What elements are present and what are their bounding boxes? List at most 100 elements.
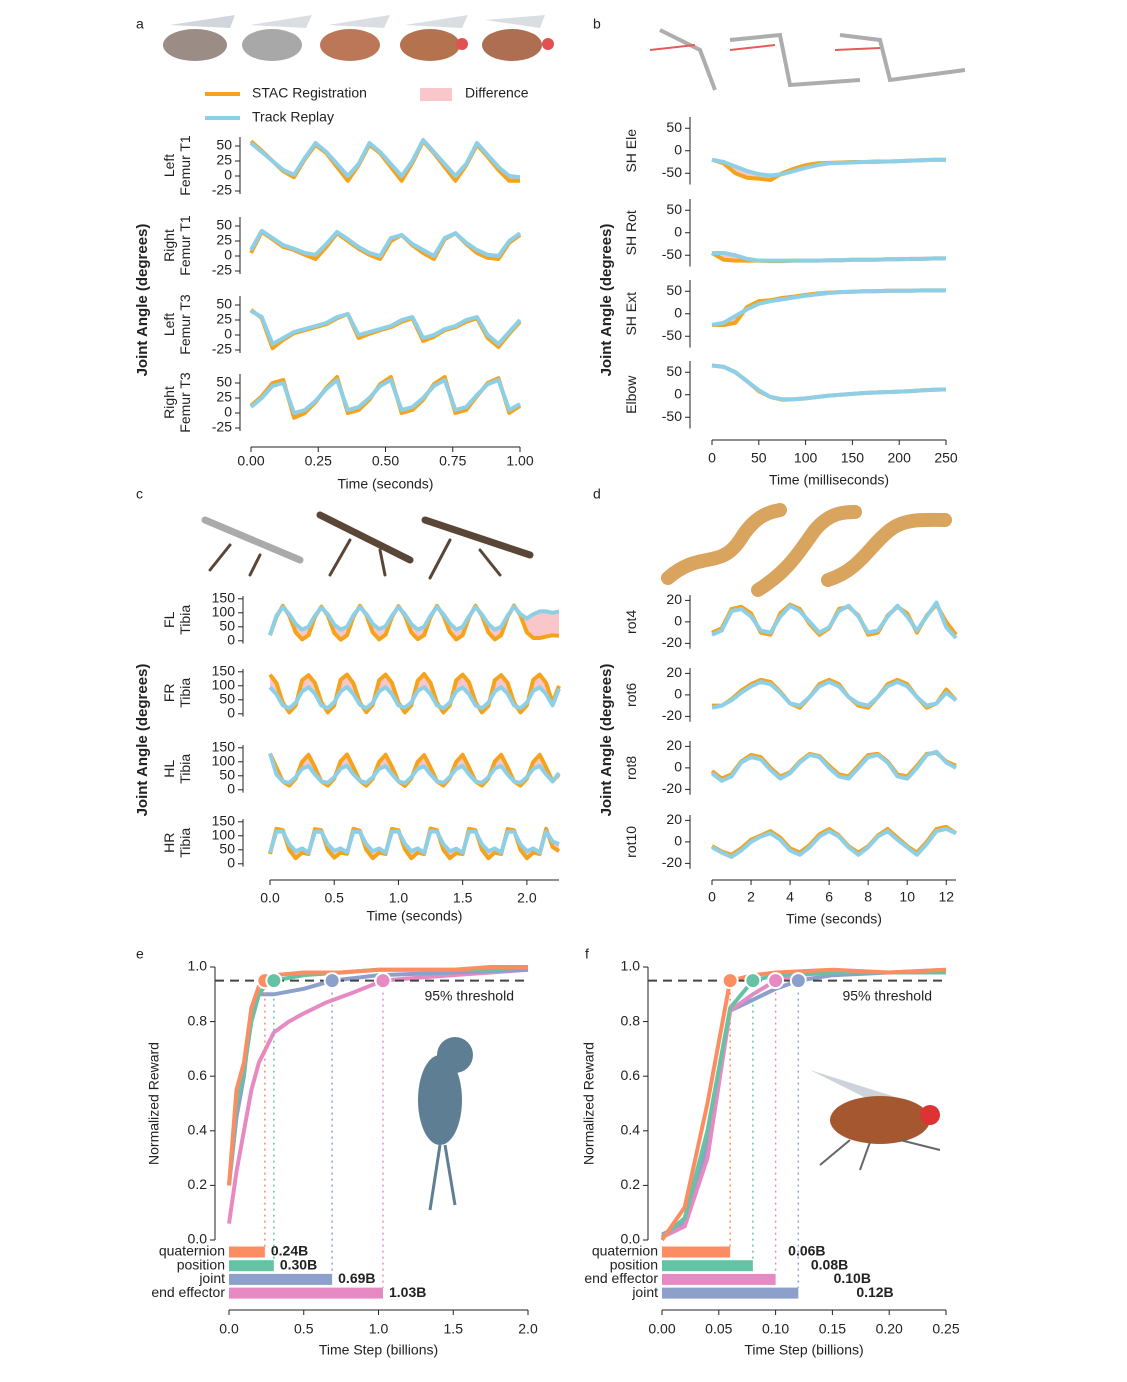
subplot-label-line: Femur T3 [177,294,193,355]
y-tick-label: 50 [666,363,682,379]
subplot-label-line: Left [161,313,177,336]
series-line [249,228,522,258]
series-line [711,157,946,178]
x-tick-label: 10 [899,889,915,905]
series-line [711,826,957,859]
subplot-label-line: Left [161,154,177,177]
y-tick-label: 150 [212,663,236,679]
y-tick-label: 0 [674,833,682,849]
y-tick-label: 20 [666,737,682,753]
x-tick-label: 0.5 [294,1321,314,1337]
x-tick-label: 0.25 [932,1321,959,1337]
x-tick-label: 2.0 [518,1321,538,1337]
y-tick-label: 50 [216,137,232,153]
bar-value-label: 0.24B [271,1243,308,1259]
reward-line [227,965,528,1186]
series-line [268,604,560,636]
y-tick-label: 0 [227,632,235,648]
threshold-crossing-dot [789,972,807,990]
fly-renders [163,15,554,61]
y-tick-label: 50 [666,119,682,135]
step-bar [229,1260,274,1272]
bar-value-label: 0.30B [280,1256,317,1272]
difference-area [270,605,559,640]
x-tick-label: 1.5 [453,890,473,906]
reward-line [227,967,529,1224]
y-tick-label: 0.8 [188,1012,208,1028]
fly-render [810,1070,941,1171]
y-tick-label: -25 [212,262,232,278]
series-line [711,288,946,327]
y-tick-label: -50 [662,246,682,262]
x-tick-label: 200 [888,450,912,466]
x-tick-label: 0.05 [705,1321,732,1337]
x-tick-label: 8 [864,889,872,905]
threshold-crossing-dot [374,972,392,990]
subplot-label-line: FR [161,683,177,702]
subplot-label: FLTibia [161,605,193,635]
panel-label: e [136,946,144,962]
series-line [268,829,560,855]
y-axis-label: Joint Angle (degrees) [598,664,615,817]
bar-value-label: 1.03B [389,1284,426,1300]
y-tick-label: 0 [674,385,682,401]
x-tick-label: 0 [708,889,716,905]
y-tick-label: 0 [227,855,235,871]
subplot-label: Elbow [623,375,639,414]
y-tick-label: 150 [212,590,236,606]
threshold-crossing-dot [721,972,739,990]
arm-renders [649,28,966,91]
y-tick-label: 0.2 [621,1176,641,1192]
bar-name: joint [198,1270,225,1286]
x-axis-label: Time (seconds) [367,908,463,924]
subplot-label: rot6 [623,683,639,707]
series-line [249,138,521,180]
bar-value-label: 0.12B [856,1284,893,1300]
y-axis-label: Normalized Reward [581,1042,597,1165]
x-axis-label: Time (seconds) [786,911,882,927]
panel-label: d [593,486,601,502]
y-tick-label: 150 [212,813,236,829]
step-bar [662,1273,776,1285]
y-tick-label: -50 [662,164,682,180]
subplot-label-line: Elbow [623,375,639,414]
x-tick-label: 0.5 [324,890,344,906]
step-bar [662,1287,799,1299]
panel-label: b [593,16,601,32]
subplot-label-line: HR [161,833,177,853]
step-bar [229,1287,383,1299]
step-bar [662,1260,753,1272]
y-tick-label: 50 [216,217,232,233]
x-tick-label: 1.5 [444,1321,464,1337]
y-tick-label: 50 [219,767,235,783]
x-tick-label: 1.0 [369,1321,389,1337]
y-tick-label: 0 [674,759,682,775]
y-tick-label: -25 [212,419,232,435]
threshold-label: 95% threshold [842,987,932,1003]
x-tick-label: 250 [934,450,958,466]
x-tick-label: 0 [708,450,716,466]
legend-label: Track Replay [252,109,334,125]
bar-value-label: 0.10B [834,1270,871,1286]
subplot-label-line: SH Ele [623,129,639,173]
series-line [268,684,561,711]
y-tick-label: -20 [662,780,682,796]
legend-label: STAC Registration [252,85,367,101]
subplot-label-line: Femur T3 [177,372,193,433]
x-tick-label: 0.20 [876,1321,903,1337]
y-tick-label: 0 [227,781,235,797]
subplot-label: LeftFemur T3 [161,294,193,355]
rodent-render [418,1037,473,1211]
subplot-label-line: HL [161,760,177,778]
x-tick-label: 1.00 [506,453,533,469]
x-tick-label: 0.10 [762,1321,789,1337]
x-tick-label: 0.75 [439,453,466,469]
x-axis-label: Time (seconds) [338,476,434,492]
subplot-label-line: rot4 [623,610,639,634]
y-tick-label: 100 [212,753,236,769]
x-tick-label: 50 [751,450,767,466]
series-line [268,752,561,786]
y-tick-label: -20 [662,634,682,650]
series-line [250,309,522,346]
y-tick-label: 50 [219,691,235,707]
